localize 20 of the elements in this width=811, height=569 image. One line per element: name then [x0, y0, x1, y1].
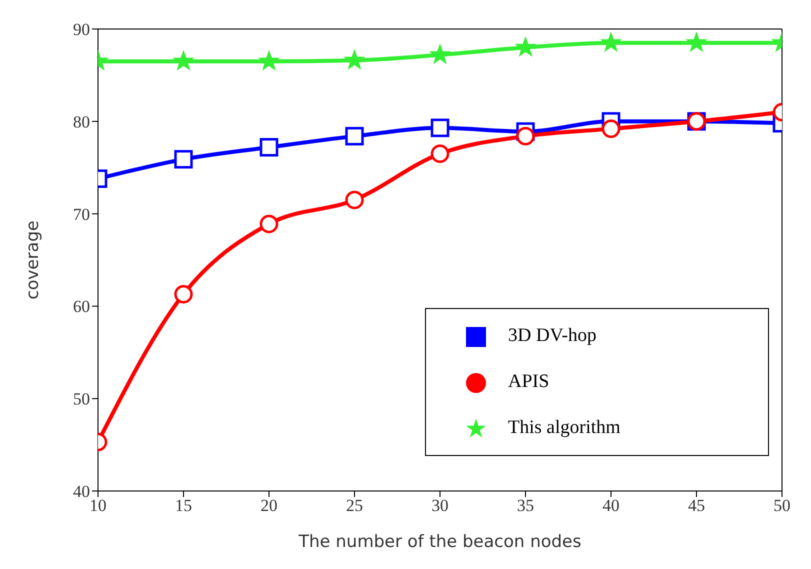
y-axis-title: coverage: [23, 220, 44, 300]
y-tick-label: 70: [73, 204, 90, 224]
legend-label: APIS: [508, 371, 550, 392]
x-axis-title: The number of the beacon nodes: [298, 532, 582, 552]
x-tick-label: 35: [517, 496, 534, 516]
y-tick-label: 50: [73, 390, 90, 409]
y-tick-label: 60: [73, 297, 90, 316]
x-tick-label: 20: [260, 496, 278, 516]
legend-label: 3D DV-hop: [508, 325, 596, 346]
y-tick-label: 80: [73, 112, 90, 132]
x-tick-label: 25: [346, 496, 363, 516]
y-tick-label: 90: [73, 20, 90, 40]
legend-label: This algorithm: [508, 417, 620, 438]
y-tick-label: 40: [73, 482, 90, 502]
x-tick-label: 30: [432, 496, 448, 516]
x-tick-label: 45: [688, 496, 705, 516]
x-tick-label: 40: [602, 496, 620, 516]
x-tick-label: 10: [90, 496, 106, 516]
x-tick-label: 15: [175, 496, 192, 516]
x-tick-label: 50: [774, 496, 790, 516]
